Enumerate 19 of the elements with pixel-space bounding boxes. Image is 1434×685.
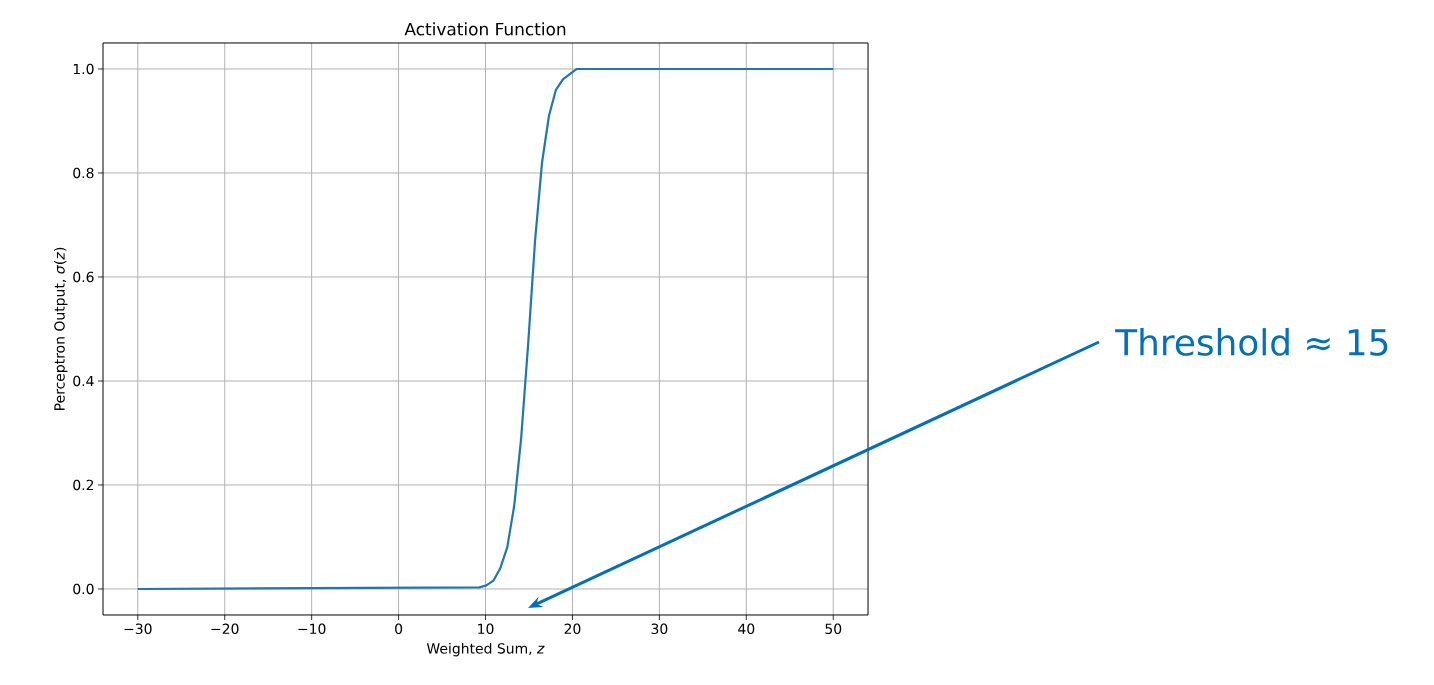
x-tick-label: −30 (124, 623, 152, 635)
y-axis-title: Perceptron Output, σ(z) (53, 247, 68, 410)
x-tick-label: 40 (738, 623, 755, 635)
x-axis-title: Weighted Sum, z (426, 642, 545, 657)
x-tick-label: 20 (564, 623, 581, 635)
x-tick-label: −10 (298, 623, 326, 635)
y-tick-label: 0.6 (73, 271, 94, 283)
chart-title: Activation Function (404, 22, 566, 36)
x-tick-label: 50 (825, 623, 842, 635)
x-tick-label: 10 (478, 623, 494, 635)
y-tick-label: 0.2 (73, 479, 94, 491)
y-tick-label: 0.0 (73, 583, 94, 595)
text: Threshold ≈ 15 (1115, 328, 1388, 356)
x-tick-label: 30 (651, 623, 668, 635)
x-tick-label: 0 (395, 623, 403, 635)
y-tick-label: 0.8 (73, 167, 94, 179)
y-tick-label: 1.0 (73, 63, 94, 75)
y-tick-label: 0.4 (73, 375, 94, 387)
x-tick-label: −20 (211, 623, 239, 635)
